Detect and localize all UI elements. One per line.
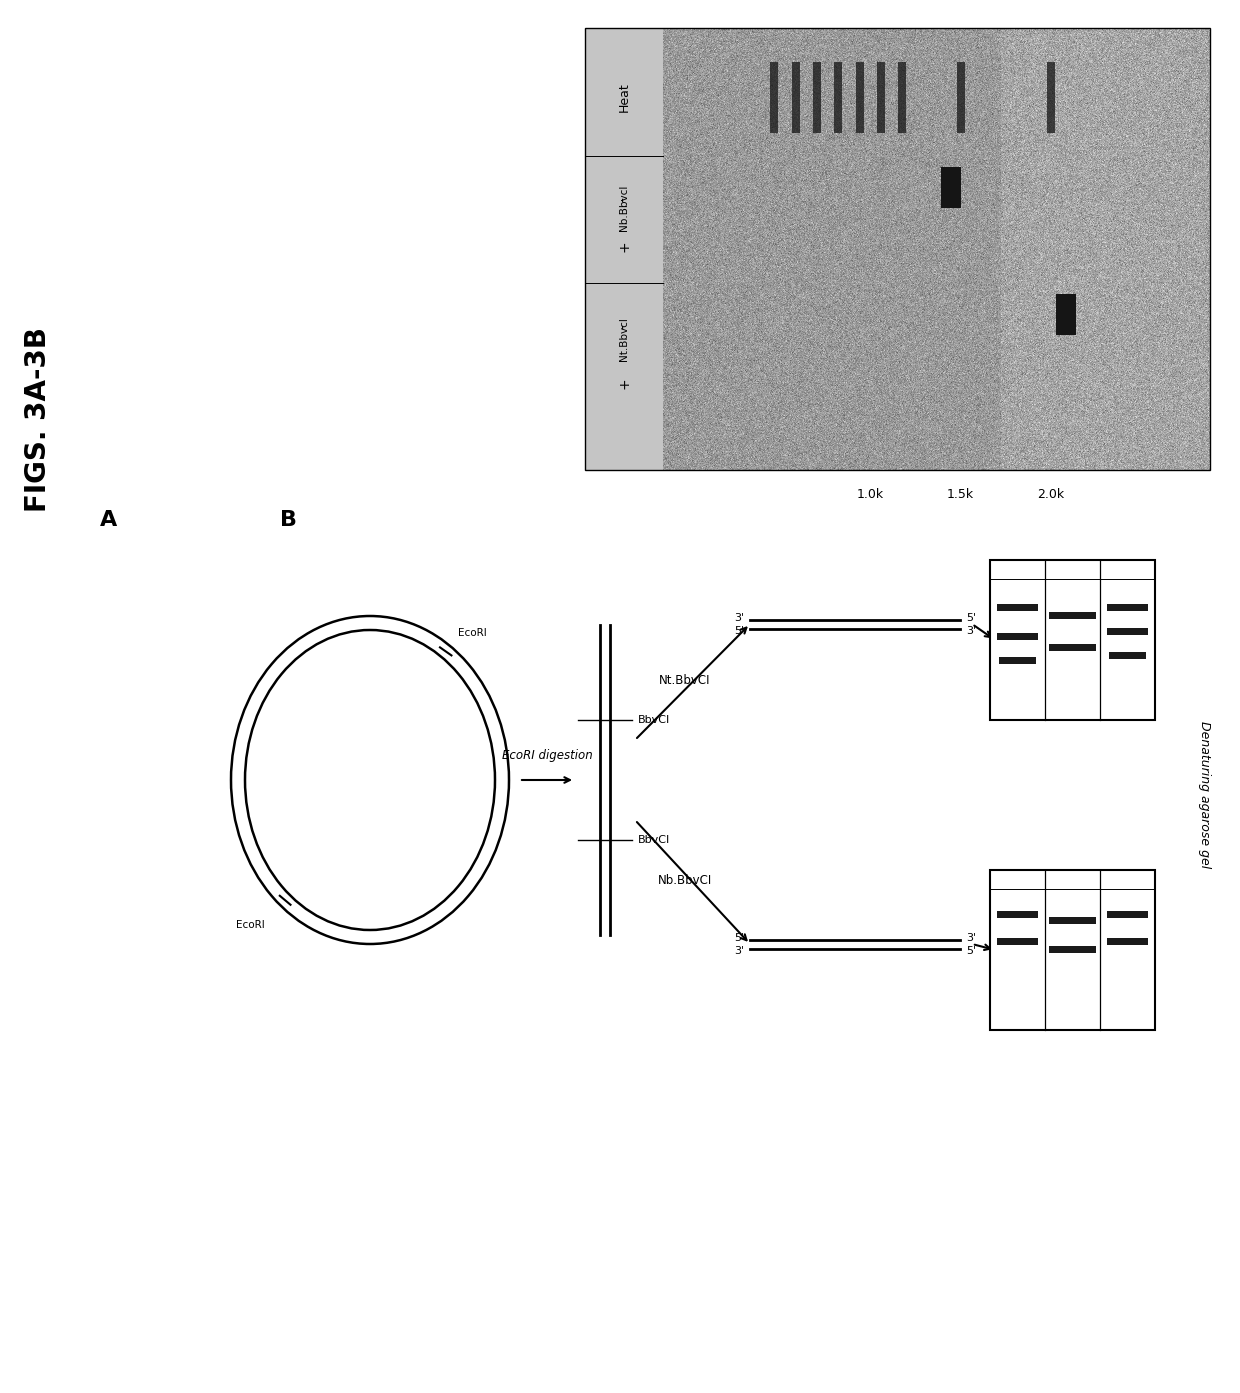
Text: 1.0k: 1.0k [857,488,884,501]
Bar [997,605,1038,612]
Bar [791,61,800,132]
Text: Nb.BbvcI: Nb.BbvcI [619,184,629,231]
Text: +: + [618,241,631,252]
Bar [1107,911,1148,918]
Bar [941,167,961,209]
Text: BbvCI: BbvCI [639,834,671,846]
Text: 3': 3' [966,933,976,943]
Text: EcoRI digestion: EcoRI digestion [502,749,593,762]
Bar [813,61,821,132]
Text: A: A [100,510,118,529]
Bar [990,560,1154,720]
Bar [1107,605,1148,612]
Bar [997,632,1038,639]
Bar [990,871,1154,1029]
Text: B: B [280,510,298,529]
Bar [835,61,842,132]
Bar [1107,628,1148,635]
Text: 5': 5' [966,613,976,623]
Text: BbvCI: BbvCI [639,715,671,724]
Text: EcoRI: EcoRI [237,921,265,931]
Text: 5': 5' [734,933,744,943]
Bar [997,937,1038,944]
Text: FIGS. 3A-3B: FIGS. 3A-3B [24,327,52,513]
Text: +: + [618,378,631,389]
Text: -: - [618,198,631,202]
Bar [1049,946,1096,953]
Bar [1110,652,1146,659]
Bar [1047,61,1055,132]
Text: 5': 5' [734,625,744,637]
Bar [997,911,1038,918]
Bar [956,61,965,132]
Text: Heat: Heat [618,82,630,111]
Text: Nt.BbvcI: Nt.BbvcI [619,318,629,361]
Bar [898,61,906,132]
Bar [1049,917,1096,924]
Bar [856,61,863,132]
Text: EcoRI: EcoRI [458,628,486,638]
Bar [1107,937,1148,944]
Text: 3': 3' [734,613,744,623]
Bar [585,28,663,469]
Bar [770,61,779,132]
Text: Nb.BbvCI: Nb.BbvCI [658,873,712,886]
Text: 3': 3' [734,946,744,956]
Text: 5': 5' [966,946,976,956]
Text: Nt.BbvCI: Nt.BbvCI [660,673,711,687]
Text: 3': 3' [966,625,976,637]
Text: 2.0k: 2.0k [1038,488,1065,501]
Bar [1049,612,1096,618]
Bar [1056,294,1076,334]
Bar [585,28,1210,469]
Bar [877,61,885,132]
Text: -: - [618,325,631,329]
Bar [1049,644,1096,651]
Text: 1.5k: 1.5k [947,488,975,501]
Bar [999,657,1035,664]
Text: Denaturing agarose gel: Denaturing agarose gel [1199,722,1211,869]
